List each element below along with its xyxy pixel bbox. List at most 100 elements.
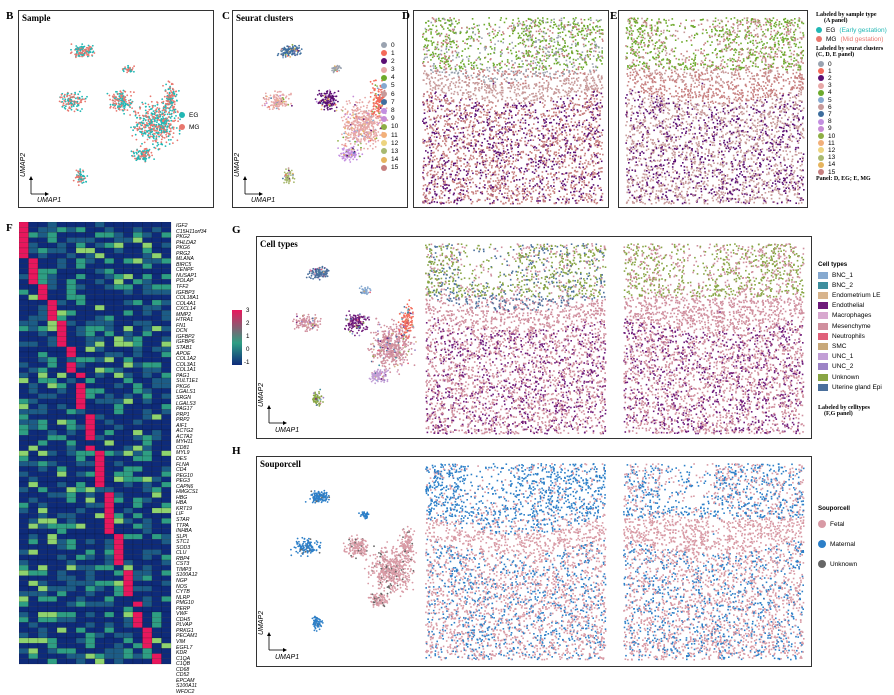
cluster-legend-right-item-swatch-icon (818, 140, 824, 146)
cluster-legend-right-item-label: 10 (828, 133, 835, 140)
legend-mg-label: MG (189, 124, 199, 131)
cluster-legend-right-item-label: 0 (828, 61, 832, 68)
souporcell-legend-item-swatch-icon (818, 520, 826, 528)
cluster-legend-item-swatch-icon (381, 67, 387, 73)
cluster-legend-right-item-swatch-icon (818, 97, 824, 103)
celltype-legend-item-swatch-icon (818, 302, 828, 309)
color-scale-bar (232, 310, 242, 365)
umap-y-label: UMAP2 (20, 153, 27, 177)
celltype-legend-item: BNC_1 (818, 271, 894, 279)
spatial-eg-clusters (414, 11, 610, 209)
souporcell-legend-item-label: Unknown (830, 561, 857, 568)
scale-neg1: -1 (244, 360, 250, 366)
celltype-legend-item-label: Endothelial (832, 302, 864, 309)
cluster-legend-right-item-label: 7 (828, 111, 832, 118)
scale-0: 0 (246, 347, 249, 353)
cluster-legend-item-swatch-icon (381, 50, 387, 56)
cluster-legend-item: 7 (381, 98, 398, 106)
cluster-legend-item-swatch-icon (381, 165, 387, 171)
celltype-legend-item: Neutrophils (818, 332, 894, 340)
cluster-legend-item-swatch-icon (381, 108, 387, 114)
celltype-legend-item-swatch-icon (818, 353, 828, 360)
cluster-legend-right-item-label: 3 (828, 82, 832, 89)
mg-code: MG (826, 36, 836, 43)
heatmap-scale: 3 2 1 0 -1 (232, 310, 242, 365)
cluster-legend-item-label: 12 (391, 140, 398, 147)
cluster-legend-right-item-swatch-icon (818, 90, 824, 96)
panel-d (413, 10, 609, 208)
spatial-mg-clusters (619, 11, 809, 209)
cluster-legend-right-item-swatch-icon (818, 169, 824, 175)
celltype-legend-item-swatch-icon (818, 292, 828, 299)
umap-x-label: UMAP1 (275, 427, 299, 434)
umap-sample-plot (19, 11, 215, 209)
celltype-legend-item: UNC_2 (818, 363, 894, 371)
celltype-legend-item-swatch-icon (818, 312, 828, 319)
eg-dot-icon (179, 112, 185, 118)
celltype-legend-item-swatch-icon (818, 272, 828, 279)
legend-eg-label: EG (189, 112, 198, 119)
legend-mg: MG (179, 123, 199, 131)
cluster-legend-right-item-swatch-icon (818, 104, 824, 110)
celltype-legend-item: Mesenchyme (818, 322, 894, 330)
cluster-legend-item-swatch-icon (381, 157, 387, 163)
cluster-legend-item-swatch-icon (381, 116, 387, 122)
cluster-legend-right-item-label: 15 (828, 169, 835, 176)
mg-desc: (Mid gestation) (840, 36, 883, 43)
celltype-legend-item-swatch-icon (818, 323, 828, 330)
cluster-legend-right-item-label: 4 (828, 89, 832, 96)
celltype-legend-item-label: Uterine gland Epi (832, 384, 882, 391)
legend-heading-clusters-sub: (C, D, E panel) (816, 52, 894, 58)
souporcell-legend-item: Unknown (818, 560, 894, 568)
eg-code: EG (826, 27, 835, 34)
cluster-legend-item-swatch-icon (381, 124, 387, 130)
cluster-legend-right-item-swatch-icon (818, 162, 824, 168)
panel-e (618, 10, 808, 208)
cluster-legend-item: 13 (381, 147, 398, 155)
celltype-legend-item-label: UNC_1 (832, 353, 853, 360)
cluster-legend-right-item-label: 9 (828, 125, 832, 132)
celltype-legend-item-label: UNC_2 (832, 363, 853, 370)
eg-desc: (Early gestation) (839, 27, 886, 34)
umap-y-label: UMAP2 (258, 611, 265, 635)
cluster-legend-right-item-label: 12 (828, 147, 835, 154)
celltype-legend-item-swatch-icon (818, 363, 828, 370)
celltype-legend-item: SMC (818, 343, 894, 351)
cluster-legend-right-item-swatch-icon (818, 126, 824, 132)
cluster-legend-item-label: 10 (391, 123, 398, 130)
celltype-legend-item-label: BNC_2 (832, 282, 853, 289)
souporcell-legend-item-label: Maternal (830, 541, 855, 548)
cluster-legend-right-item-swatch-icon (818, 147, 824, 153)
cluster-legend-right-item-swatch-icon (818, 61, 824, 67)
celltype-footer-2: (F,G panel) (818, 411, 894, 417)
cluster-legend-item: 6 (381, 90, 398, 98)
panel-b: Sample UMAP1 UMAP2 EG MG (18, 10, 214, 208)
cluster-legend-right-item-label: 1 (828, 68, 832, 75)
cluster-legend-item: 2 (381, 57, 398, 65)
eg-dot-icon (816, 27, 822, 33)
celltype-legend-item: Unknown (818, 373, 894, 381)
celltype-legend-item: Macrophages (818, 312, 894, 320)
souporcell-legend-item-label: Fetal (830, 521, 844, 528)
cluster-legend-right-item-swatch-icon (818, 119, 824, 125)
cluster-legend-item-label: 7 (391, 99, 395, 106)
celltype-legend-item: BNC_2 (818, 281, 894, 289)
panel-label-b: B (6, 10, 13, 22)
celltype-legend-item: UNC_1 (818, 353, 894, 361)
cluster-legend-item-swatch-icon (381, 140, 387, 146)
celltype-legend-item-label: Macrophages (832, 312, 871, 319)
celltype-legend-item-label: Endometrium LE (832, 292, 880, 299)
cluster-legend-right-item-swatch-icon (818, 83, 824, 89)
cluster-legend-item-swatch-icon (381, 42, 387, 48)
panel-g: Cell types UMAP1 UMAP2 (256, 236, 812, 439)
cluster-legend-right-item-label: 8 (828, 118, 832, 125)
scale-2: 2 (246, 321, 249, 327)
legend-panel-footer: Panel: D, EG; E, MG (816, 176, 894, 182)
cluster-legend-item-label: 11 (391, 132, 398, 139)
cluster-legend-item: 10 (381, 123, 398, 131)
celltype-legend-item-swatch-icon (818, 333, 828, 340)
cluster-legend-item: 9 (381, 115, 398, 123)
